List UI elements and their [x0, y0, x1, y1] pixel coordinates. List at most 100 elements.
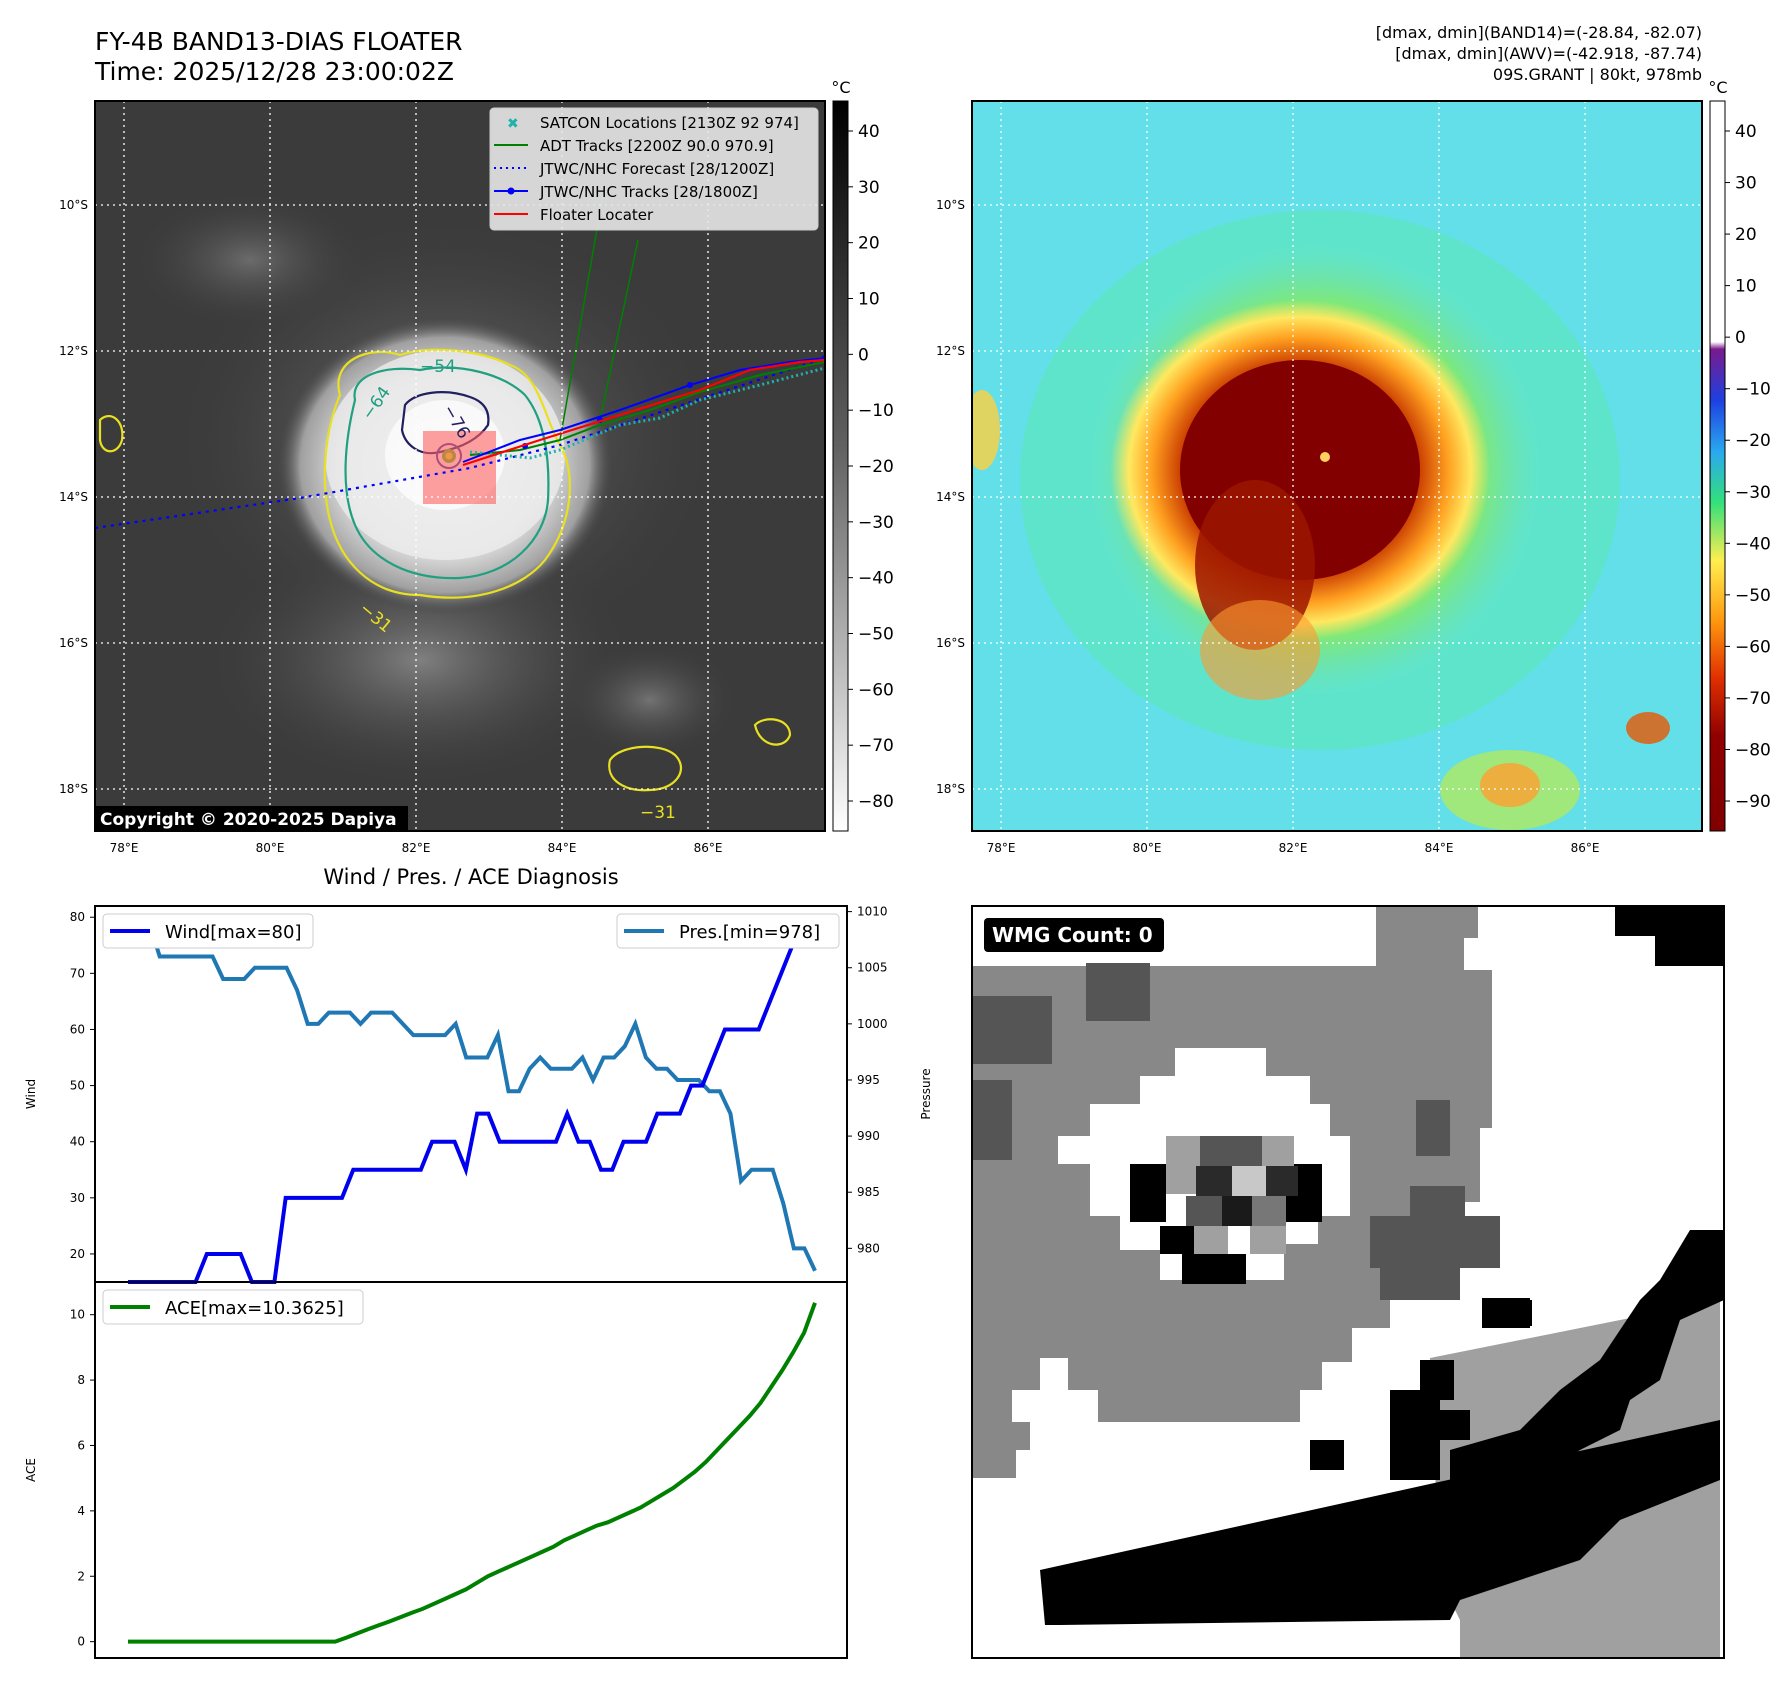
legend-adt: ADT Tracks [2200Z 90.0 970.9] — [540, 137, 774, 155]
wv-gridlines — [972, 101, 1702, 831]
colorbar-tick-label: 0 — [1735, 328, 1746, 348]
wv-lon-84: 84°E — [1425, 841, 1454, 855]
colorbar-tick-label: 20 — [1735, 225, 1757, 245]
header-storm-info: 09S.GRANT | 80kt, 978mb — [1493, 65, 1702, 84]
y-tick-label: 80 — [70, 910, 85, 924]
colorbar-tick-label: −50 — [858, 625, 894, 645]
y-tick-label: 1005 — [857, 961, 888, 975]
ace-panel-frame — [94, 1281, 848, 1659]
colorbar-tick-label: −70 — [858, 736, 894, 756]
colorbar-tick-label: −50 — [1735, 586, 1771, 606]
ir-legend: ✖ SATCON Locations [2130Z 92 974] ADT Tr… — [489, 107, 819, 231]
colorbar-tick-label: −30 — [858, 513, 894, 533]
wmg-panel-frame — [971, 905, 1725, 1659]
y-tick-label: 30 — [70, 1191, 85, 1205]
colorbar-tick-label: 30 — [858, 178, 880, 198]
legend-satcon: SATCON Locations [2130Z 92 974] — [540, 114, 799, 132]
y-tick-label: 10 — [70, 1308, 85, 1322]
header-band14-range: [dmax, dmin](BAND14)=(-28.84, -82.07) — [1376, 23, 1702, 42]
y-tick-label: 2 — [77, 1569, 85, 1583]
wv-panel-frame — [971, 100, 1703, 832]
colorbar-tick-label: −10 — [858, 401, 894, 421]
wmg-count-badge — [984, 918, 1164, 952]
wv-axis-labels: 10°S 12°S 14°S 16°S 18°S 78°E 80°E 82°E … — [936, 198, 1599, 855]
wv-colorbar-unit: °C — [1708, 78, 1727, 97]
y-tick-label: 6 — [77, 1438, 85, 1452]
y-tick-label: 990 — [857, 1129, 880, 1143]
ace-axis-label: ACE — [24, 1458, 38, 1482]
wv-lat-10: 10°S — [936, 198, 965, 212]
ir-lat-12: 12°S — [59, 344, 88, 358]
y-tick-label: 60 — [70, 1022, 85, 1036]
ace-legend: ACE[max=10.3625] — [102, 1289, 364, 1325]
figure-time: Time: 2025/12/28 23:00:02Z — [94, 57, 454, 86]
colorbar-tick-label: −40 — [1735, 534, 1771, 554]
wv-colorbar-ticks: 40 30 20 10 0 −10 −20 −30 −40 −50 −60 −70 −80 −90 — [1725, 122, 1771, 812]
colorbar-tick-label: −20 — [858, 457, 894, 477]
colorbar-tick-label: 20 — [858, 234, 880, 254]
ir-lat-10: 10°S — [59, 198, 88, 212]
colorbar-tick-label: −10 — [1735, 380, 1771, 400]
colorbar-tick-label: −20 — [1735, 431, 1771, 451]
y-tick-label: 50 — [70, 1079, 85, 1093]
ir-lat-14: 14°S — [59, 490, 88, 504]
colorbar-tick-label: 40 — [1735, 122, 1757, 142]
wv-lon-82: 82°E — [1279, 841, 1308, 855]
colorbar-tick-label: −60 — [1735, 637, 1771, 657]
colorbar-tick-label: 10 — [1735, 277, 1757, 297]
pressure-axis-label: Pressure — [919, 1068, 933, 1119]
y-tick-label: 985 — [857, 1185, 880, 1199]
colorbar-tick-label: 40 — [858, 122, 880, 142]
y-tick-label: 20 — [70, 1247, 85, 1261]
wv-satellite-map — [972, 101, 1702, 831]
wmg-count-label: WMG Count: 0 — [992, 923, 1153, 947]
y-tick-label: 980 — [857, 1241, 880, 1255]
colorbar-tick-label: −80 — [1735, 740, 1771, 760]
contour-label-54: −54 — [420, 357, 456, 377]
ir-colorbar-unit: °C — [831, 78, 850, 97]
y-tick-label: 70 — [70, 966, 85, 980]
ir-colorbar — [832, 100, 849, 832]
colorbar-tick-label: 10 — [858, 290, 880, 310]
figure-title: FY-4B BAND13-DIAS FLOATER — [95, 27, 463, 56]
wv-colorbar — [1709, 100, 1726, 832]
y-tick-label: 40 — [70, 1135, 85, 1149]
diagnosis-title: Wind / Pres. / ACE Diagnosis — [323, 865, 618, 889]
colorbar-tick-label: −70 — [1735, 689, 1771, 709]
pressure-legend-label: Pres.[min=978] — [679, 922, 820, 943]
wv-lat-18: 18°S — [936, 782, 965, 796]
ir-lon-86: 86°E — [694, 841, 723, 855]
satcon-marker-icon: ✖ — [507, 116, 519, 132]
ir-panel-frame — [94, 100, 826, 832]
y-tick-label: 0 — [77, 1635, 85, 1649]
colorbar-tick-label: −90 — [1735, 792, 1771, 812]
y-tick-label: 995 — [857, 1073, 880, 1087]
ir-lon-78: 78°E — [110, 841, 139, 855]
colorbar-tick-label: 30 — [1735, 174, 1757, 194]
wv-lon-86: 86°E — [1571, 841, 1600, 855]
series-line — [128, 1302, 817, 1644]
wv-lon-78: 78°E — [987, 841, 1016, 855]
y-tick-label: 8 — [77, 1373, 85, 1387]
y-tick-label: 1010 — [857, 905, 888, 919]
wmg-pixel-map — [972, 906, 1724, 1658]
pressure-legend: Pres.[min=978] — [616, 913, 840, 949]
wv-lat-12: 12°S — [936, 344, 965, 358]
colorbar-tick-label: −30 — [1735, 483, 1771, 503]
copyright-text: Copyright © 2020-2025 Dapiya — [100, 810, 397, 830]
wind-axis-label: Wind — [24, 1079, 38, 1109]
colorbar-tick-label: 0 — [858, 345, 869, 365]
ace-plot: 0 2 4 6 8 10 — [70, 1302, 817, 1649]
ir-colorbar-ticks: 40 30 20 10 0 −10 −20 −30 −40 −50 −60 −70 −80 — [848, 122, 894, 812]
wv-lat-16: 16°S — [936, 636, 965, 650]
wv-lat-14: 14°S — [936, 490, 965, 504]
legend-jtwc-forecast: JTWC/NHC Forecast [28/1200Z] — [539, 160, 774, 178]
ir-lat-16: 16°S — [59, 636, 88, 650]
legend-floater: Floater Locater — [540, 206, 654, 224]
wv-lon-80: 80°E — [1133, 841, 1162, 855]
colorbar-tick-label: −80 — [858, 792, 894, 812]
ace-legend-label: ACE[max=10.3625] — [165, 1298, 344, 1319]
wind-legend-label: Wind[max=80] — [165, 922, 302, 943]
series-line — [128, 920, 817, 1272]
y-tick-label: 1000 — [857, 1017, 888, 1031]
